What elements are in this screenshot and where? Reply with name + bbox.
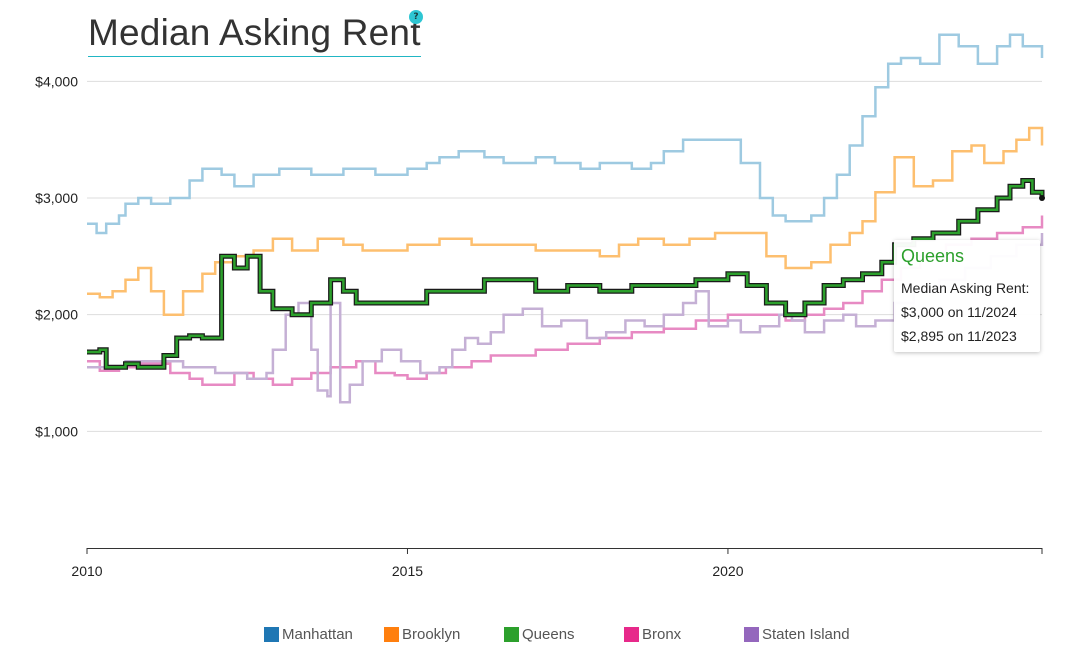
tooltip-previous: $2,895 on 11/2023: [901, 328, 1017, 344]
legend-item-staten-island[interactable]: Staten Island: [744, 626, 850, 643]
series-line-queens[interactable]: [87, 179, 1044, 369]
series-line-bronx[interactable]: [87, 215, 1044, 386]
series-point-queens: [1039, 195, 1045, 201]
x-axis: 2010 2015 2020: [71, 548, 1043, 579]
legend-label: Brooklyn: [402, 626, 461, 643]
legend-label: Bronx: [642, 626, 682, 643]
tooltip-series: Queens: [901, 246, 965, 266]
x-tick-label: 2010: [71, 563, 102, 579]
legend-swatch-icon: [384, 627, 399, 642]
legend-label: Staten Island: [762, 626, 850, 643]
x-tick-label: 2020: [712, 563, 743, 579]
y-tick-label: $2,000: [35, 307, 78, 323]
x-tick-label: 2015: [392, 563, 423, 579]
legend-label: Queens: [522, 626, 575, 643]
grid-lines: [87, 80, 1042, 432]
legend-swatch-icon: [744, 627, 759, 642]
tooltip-label: Median Asking Rent:: [901, 280, 1030, 296]
help-icon[interactable]: ?: [409, 10, 423, 24]
y-tick-label: $1,000: [35, 423, 78, 439]
legend-swatch-icon: [624, 627, 639, 642]
y-tick-label: $4,000: [35, 73, 78, 89]
legend-swatch-icon: [504, 627, 519, 642]
y-tick-label: $3,000: [35, 190, 78, 206]
chart-tooltip: Queens Median Asking Rent: $3,000 on 11/…: [894, 240, 1040, 352]
legend-item-queens[interactable]: Queens: [504, 626, 575, 643]
y-axis: $1,000 $2,000 $3,000 $4,000: [35, 73, 78, 439]
series-line-brooklyn[interactable]: [87, 126, 1044, 316]
legend-label: Manhattan: [282, 626, 353, 643]
page-title: Median Asking Rent: [88, 10, 421, 57]
legend-swatch-icon: [264, 627, 279, 642]
tooltip-current: $3,000 on 11/2024: [901, 304, 1017, 320]
legend-item-manhattan[interactable]: Manhattan: [264, 626, 353, 643]
series-line-staten-island[interactable]: [87, 233, 1044, 404]
line-chart: $1,000 $2,000 $3,000 $4,000 2010 2015 2020: [35, 33, 1045, 579]
series-line-manhattan[interactable]: [87, 33, 1044, 235]
legend: Manhattan Brooklyn Queens Bronx Staten I…: [0, 626, 1074, 646]
legend-item-bronx[interactable]: Bronx: [624, 626, 681, 643]
series-lines: [87, 33, 1045, 404]
legend-item-brooklyn[interactable]: Brooklyn: [384, 626, 460, 643]
